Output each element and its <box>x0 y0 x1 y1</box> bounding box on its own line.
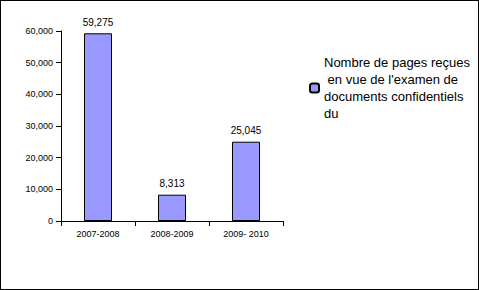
svg-text:Nombre de pages reçues: Nombre de pages reçues <box>324 55 470 70</box>
svg-text:2007-2008: 2007-2008 <box>76 229 119 239</box>
svg-text:8,313: 8,313 <box>159 178 184 189</box>
svg-text:documents confidentiels: documents confidentiels <box>324 89 467 104</box>
svg-text:du: du <box>324 106 338 121</box>
svg-text:2008-2009: 2008-2009 <box>150 229 193 239</box>
svg-text:25,045: 25,045 <box>231 125 262 136</box>
svg-text:10,000: 10,000 <box>25 184 53 194</box>
svg-text:30,000: 30,000 <box>25 121 53 131</box>
svg-text:2009- 2010: 2009- 2010 <box>223 229 269 239</box>
svg-text:50,000: 50,000 <box>25 58 53 68</box>
svg-text:0: 0 <box>48 216 53 226</box>
svg-text:59,275: 59,275 <box>83 17 114 28</box>
svg-text:20,000: 20,000 <box>25 153 53 163</box>
svg-text:60,000: 60,000 <box>25 26 53 36</box>
svg-text:en vue de l'examen de: en vue de l'examen de <box>324 72 462 87</box>
svg-text:40,000: 40,000 <box>25 89 53 99</box>
